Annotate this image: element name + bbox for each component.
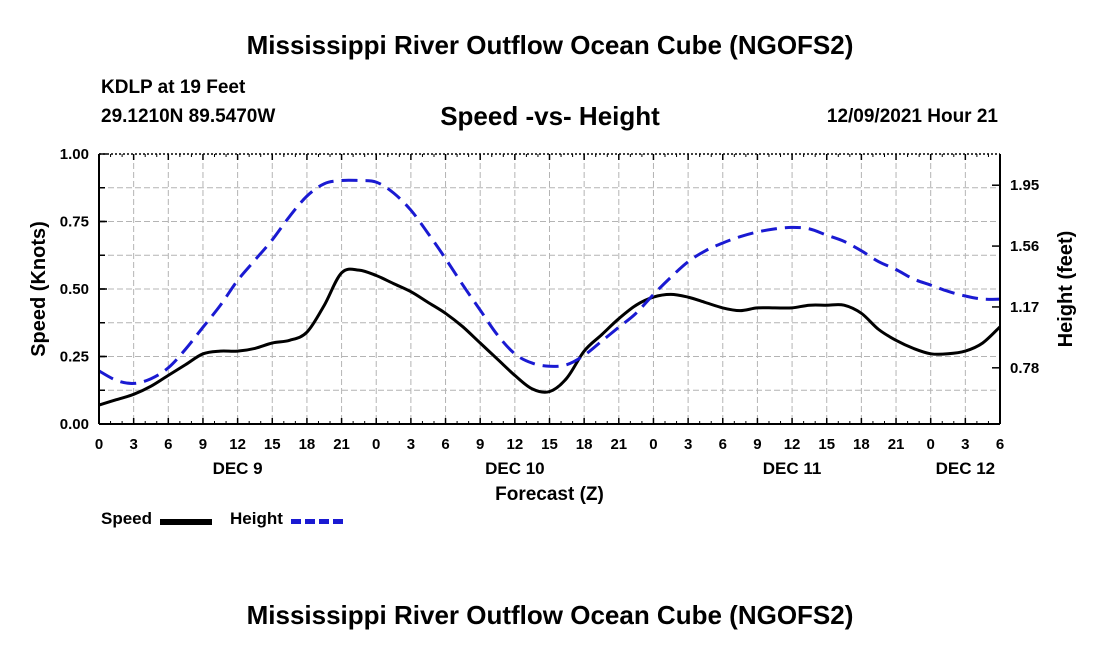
x-tick-label: 0 xyxy=(372,436,380,453)
series-layer xyxy=(98,178,1002,407)
station-label: KDLP at 19 Feet xyxy=(101,77,246,98)
y-tick-label: 0.75 xyxy=(60,214,89,231)
x-tick-label: 18 xyxy=(853,436,870,453)
day-label: DEC 9 xyxy=(213,459,263,478)
y-tick-label: 0.25 xyxy=(60,349,89,366)
x-tick-label: 0 xyxy=(95,436,103,453)
x-tick-label: 3 xyxy=(407,436,415,453)
y2-tick-label: 1.95 xyxy=(1010,177,1039,194)
x-tick-label: 15 xyxy=(264,436,281,453)
x-tick-label: 12 xyxy=(229,436,246,453)
legend-item-speed: Speed xyxy=(101,509,152,529)
x-tick-label: 9 xyxy=(753,436,761,453)
day-label: DEC 12 xyxy=(936,459,996,478)
speed-series-line xyxy=(98,267,1002,407)
y-tick-label: 0.50 xyxy=(60,281,89,298)
x-tick-label: 6 xyxy=(996,436,1004,453)
x-tick-label: 18 xyxy=(576,436,593,453)
x-tick-label: 6 xyxy=(719,436,727,453)
axes xyxy=(98,153,1001,425)
x-tick-label: 21 xyxy=(888,436,905,453)
day-label: DEC 10 xyxy=(485,459,545,478)
x-tick-label: 9 xyxy=(199,436,207,453)
legend-height-swatch xyxy=(291,519,343,524)
legend-item-height: Height xyxy=(230,509,283,529)
x-tick-label: 0 xyxy=(649,436,657,453)
height-series-line xyxy=(98,178,1001,385)
x-tick-label: 9 xyxy=(476,436,484,453)
y2-axis-title: Height (feet) xyxy=(1055,231,1077,348)
coordinates-label: 29.1210N 89.5470W xyxy=(101,106,276,127)
x-tick-label: 6 xyxy=(164,436,172,453)
x-tick-label: 15 xyxy=(818,436,835,453)
x-tick-label: 21 xyxy=(610,436,627,453)
x-tick-label: 3 xyxy=(129,436,137,453)
y2-tick-label: 1.17 xyxy=(1010,299,1039,316)
axis-labels: 0 3 6 9 12 15 18 21 0 3 6 9 12 15 18 21 0 3 6 9 12 15 18 21 0 3 6D… xyxy=(28,146,1077,505)
footer-title: Mississippi River Outflow Ocean Cube (NG… xyxy=(246,600,854,630)
x-tick-label: 15 xyxy=(541,436,558,453)
chart-subtitle: Speed -vs- Height xyxy=(440,101,660,131)
legend-speed-swatch xyxy=(160,519,212,525)
legend-height-label: Height xyxy=(230,509,283,528)
grid xyxy=(99,154,1000,424)
x-tick-label: 0 xyxy=(927,436,935,453)
x-tick-label: 12 xyxy=(784,436,801,453)
y-axis-title: Speed (Knots) xyxy=(28,221,50,357)
y-tick-label: 1.00 xyxy=(60,146,89,163)
chart-canvas: 0 3 6 9 12 15 18 21 0 3 6 9 12 15 18 21 0 3 6 9 12 15 18 21 0 3 6D… xyxy=(28,146,1077,505)
x-tick-label: 3 xyxy=(961,436,969,453)
x-tick-label: 18 xyxy=(299,436,316,453)
y-tick-label: 0.00 xyxy=(60,416,89,433)
legend-speed-label: Speed xyxy=(101,509,153,528)
x-tick-label: 6 xyxy=(441,436,449,453)
x-axis-title: Forecast (Z) xyxy=(495,484,604,505)
x-tick-label: 12 xyxy=(507,436,524,453)
y2-tick-label: 0.78 xyxy=(1010,360,1039,377)
x-tick-label: 3 xyxy=(684,436,692,453)
y2-tick-label: 1.56 xyxy=(1010,238,1039,255)
day-label: DEC 11 xyxy=(763,459,822,478)
x-tick-label: 21 xyxy=(333,436,350,453)
page-title: Mississippi River Outflow Ocean Cube (NG… xyxy=(246,30,854,60)
forecast-datetime: 12/09/2021 Hour 21 xyxy=(826,106,998,127)
